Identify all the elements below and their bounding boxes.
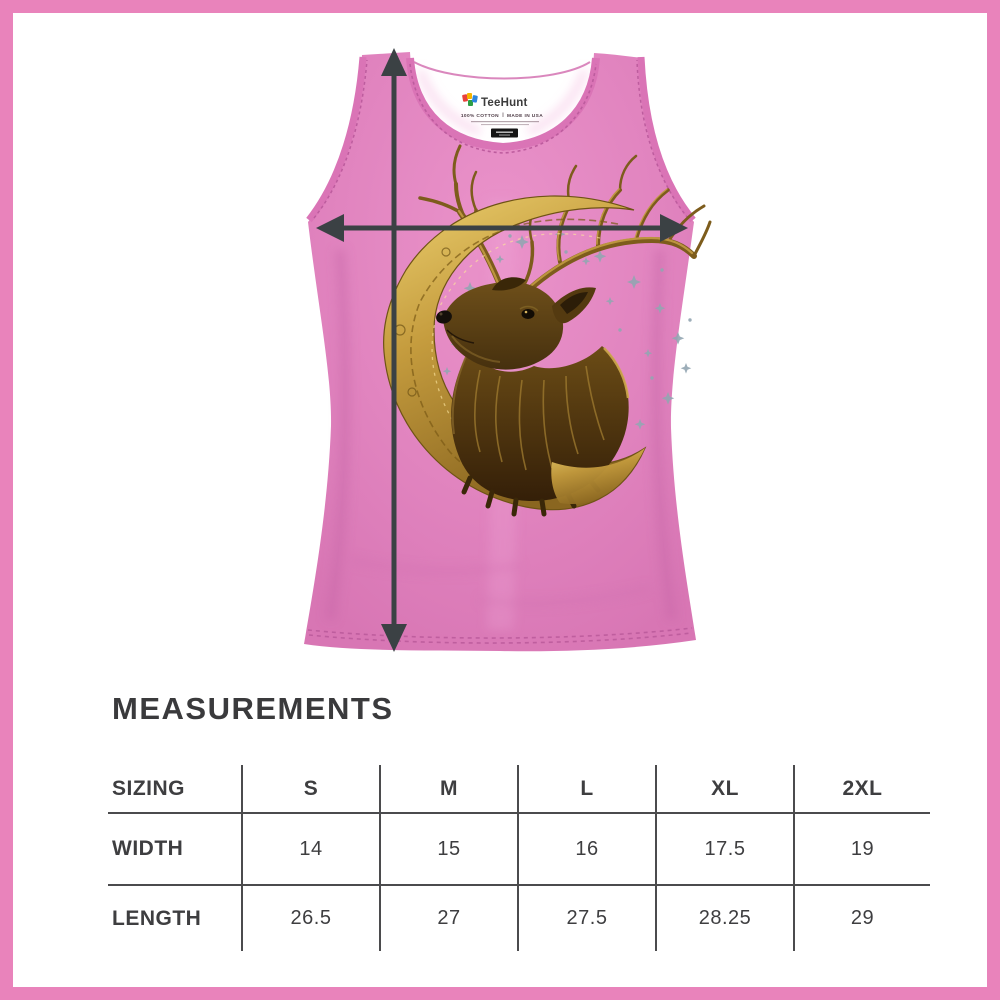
- width-s: 14: [241, 813, 380, 886]
- label-cotton: 100% COTTON: [461, 113, 499, 119]
- header-size-xl: XL: [655, 765, 794, 814]
- neckline: [406, 57, 600, 154]
- header-size-m: M: [379, 765, 518, 814]
- teehunt-logo-icon: [462, 93, 478, 106]
- elk-head: [436, 277, 596, 370]
- length-2xl: 29: [793, 885, 930, 951]
- width-row: WIDTH 14 15 16 17.5 19: [108, 813, 930, 886]
- length-xl: 28.25: [655, 885, 794, 951]
- design-crescent-elk: [383, 144, 712, 517]
- length-label: LENGTH: [112, 906, 202, 930]
- hem-stitching: [307, 627, 693, 644]
- width-label: WIDTH: [108, 813, 242, 886]
- sizing-table: SIZING S M L XL 2XL WIDTH 14 15 16 17.5 …: [108, 765, 930, 951]
- width-2xl: 19: [793, 813, 930, 886]
- length-row: LENGTH 26.5 27 27.5 28.25 29: [108, 885, 930, 951]
- brand-name: TeeHunt: [481, 97, 528, 109]
- elk-chest: [451, 346, 630, 517]
- brand-label: TeeHunt 100% COTTON MADE IN USA: [461, 93, 543, 138]
- label-made-in: MADE IN USA: [507, 113, 543, 119]
- header-size-l: L: [517, 765, 656, 814]
- size-tag: [491, 128, 518, 138]
- width-arrow: [316, 214, 688, 242]
- length-m: 27: [379, 885, 518, 951]
- crescent-tip-overlay: [551, 448, 645, 505]
- width-l: 16: [517, 813, 656, 886]
- width-xl: 17.5: [655, 813, 794, 886]
- length-l: 27.5: [517, 885, 656, 951]
- table-header-row: SIZING S M L XL 2XL: [108, 765, 930, 814]
- measurements-title: MEASUREMENTS: [112, 691, 394, 726]
- elk-eye: [521, 309, 535, 319]
- header-size-s: S: [241, 765, 380, 814]
- header-sizing: SIZING: [108, 765, 242, 814]
- armhole-seams: [306, 56, 696, 223]
- length-s: 26.5: [241, 885, 380, 951]
- elk-forelock: [492, 277, 526, 291]
- width-m: 15: [379, 813, 518, 886]
- header-size-2xl: 2XL: [793, 765, 930, 814]
- tank-top: TeeHunt 100% COTTON MADE IN USA: [304, 52, 712, 652]
- length-arrow: [381, 48, 407, 652]
